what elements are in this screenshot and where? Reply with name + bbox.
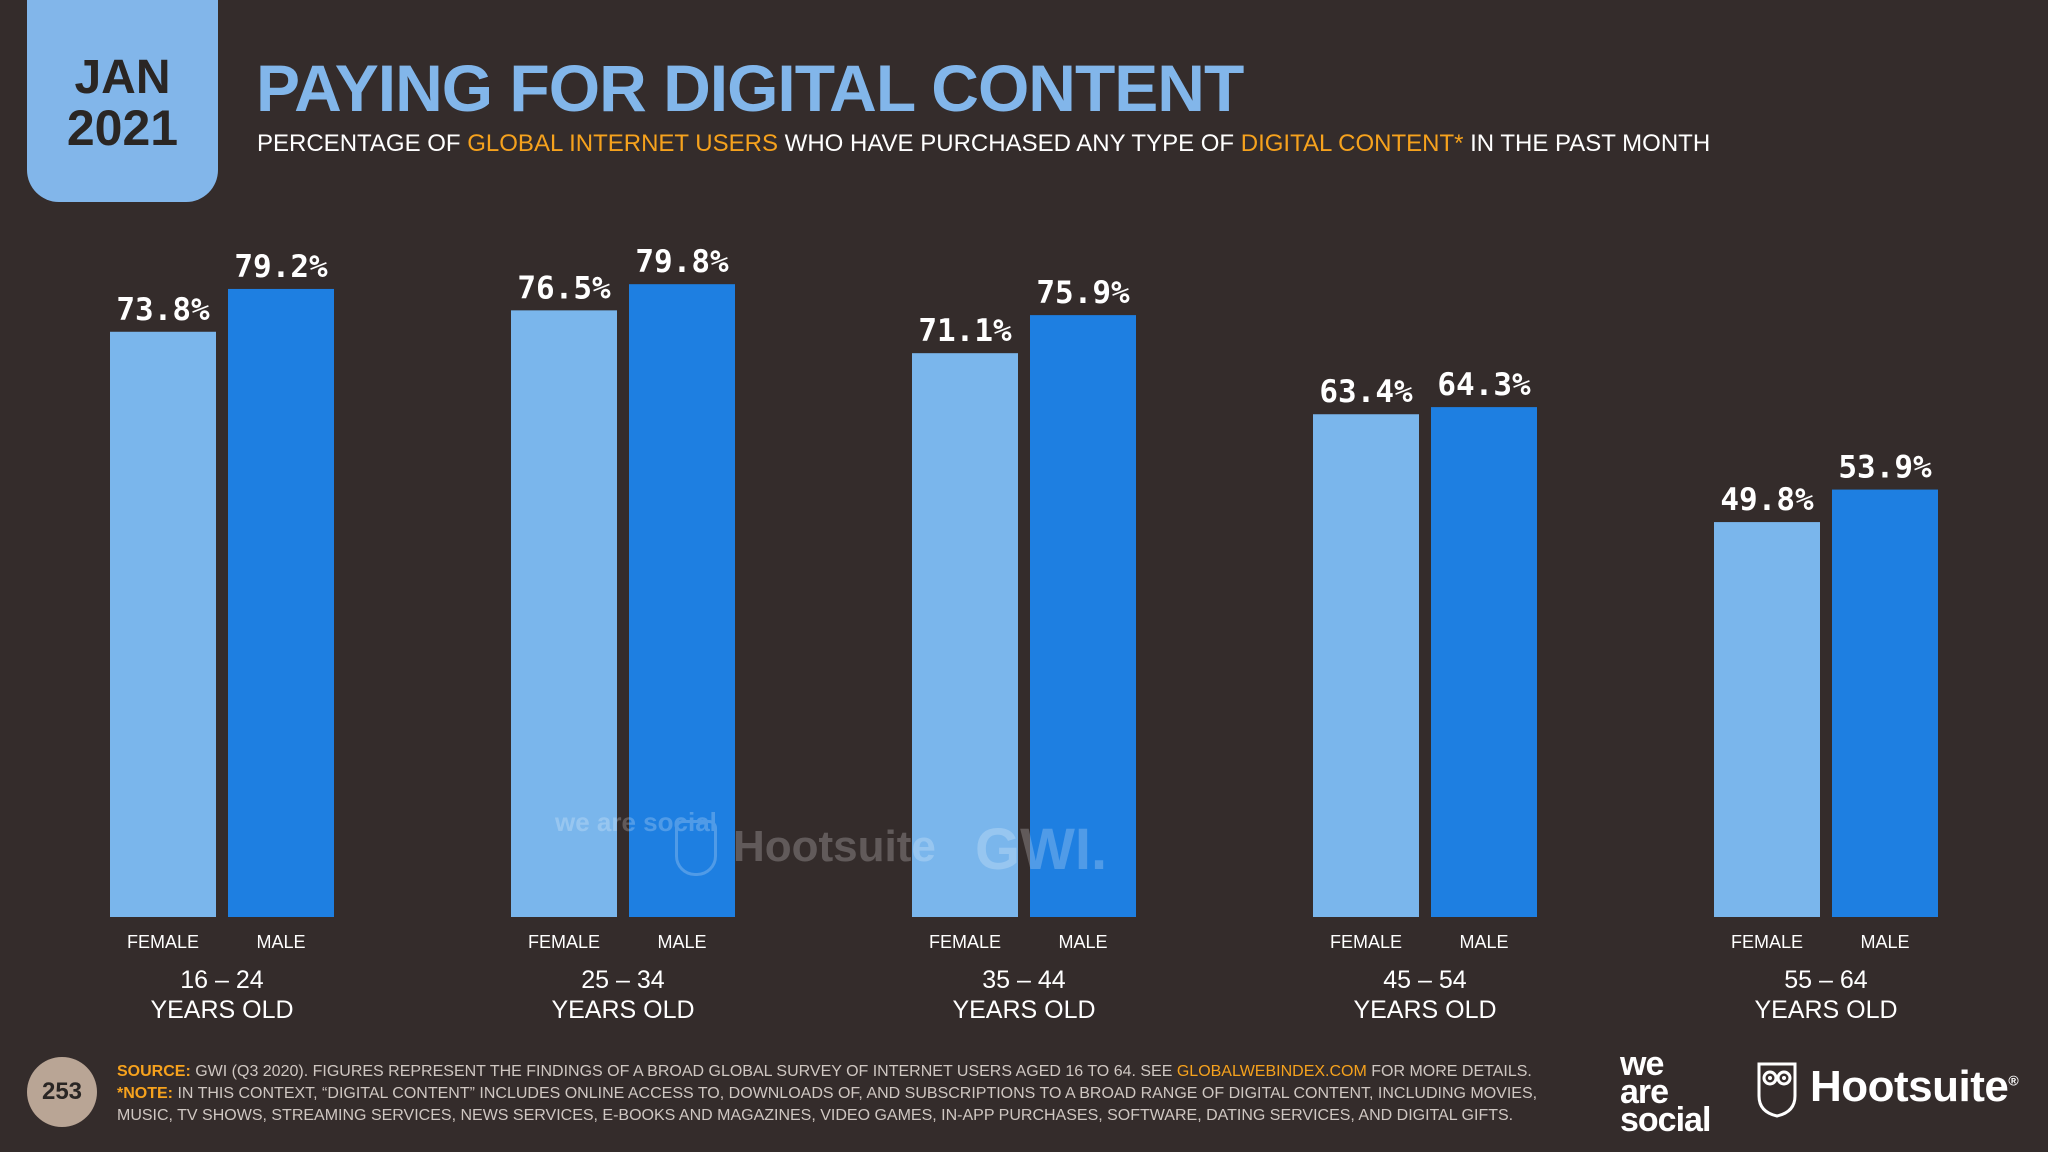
- category-label: 16 – 24: [180, 966, 264, 994]
- category-label: YEARS OLD: [150, 996, 293, 1024]
- data-label-female: 63.4%: [1319, 374, 1413, 410]
- hootsuite-wordmark: Hootsuite: [1810, 1062, 2009, 1111]
- data-label-female: 73.8%: [116, 292, 210, 328]
- series-label-male: MALE: [256, 932, 305, 952]
- source-label: SOURCE:: [117, 1063, 191, 1080]
- bar-female: [511, 310, 617, 918]
- data-label-male: 64.3%: [1437, 367, 1531, 403]
- source-link[interactable]: GLOBALWEBINDEX.COM: [1176, 1063, 1367, 1080]
- category-label: YEARS OLD: [1353, 996, 1496, 1024]
- category-label: 55 – 64: [1784, 966, 1868, 994]
- hootsuite-owl-icon: [1757, 1062, 1797, 1118]
- registered-mark: ®: [2008, 1072, 2019, 1089]
- source-end: FOR MORE DETAILS.: [1366, 1063, 1532, 1080]
- subtitle-part: IN THE PAST MONTH: [1463, 130, 1711, 157]
- data-label-male: 75.9%: [1036, 275, 1130, 311]
- note-text: IN THIS CONTEXT, “DIGITAL CONTENT” INCLU…: [117, 1085, 1538, 1124]
- watermark-gwi: GWI.: [975, 817, 1108, 882]
- chart-subtitle: PERCENTAGE OF GLOBAL INTERNET USERS WHO …: [257, 130, 1710, 158]
- source-line: SOURCE: GWI (Q3 2020). FIGURES REPRESENT…: [117, 1061, 1577, 1083]
- watermark: we are social Hootsuite GWI.: [555, 809, 1125, 890]
- data-label-male: 79.2%: [234, 249, 328, 285]
- note-label: *NOTE:: [117, 1085, 173, 1102]
- data-label-female: 71.1%: [918, 313, 1012, 349]
- we-are-social-logo: we are social: [1620, 1045, 1711, 1139]
- date-badge: JAN 2021: [27, 0, 218, 202]
- category-label: YEARS OLD: [1754, 996, 1897, 1024]
- bar-male: [1030, 315, 1136, 917]
- note-line: *NOTE: IN THIS CONTEXT, “DIGITAL CONTENT…: [117, 1083, 1577, 1127]
- category-label: 45 – 54: [1383, 966, 1467, 994]
- subtitle-highlight: GLOBAL INTERNET USERS: [467, 130, 778, 157]
- footnote: SOURCE: GWI (Q3 2020). FIGURES REPRESENT…: [117, 1061, 1577, 1127]
- data-label-male: 79.8%: [635, 244, 729, 280]
- bar-male: [1431, 407, 1537, 917]
- series-label-male: MALE: [1860, 932, 1909, 952]
- series-label-female: FEMALE: [1330, 932, 1402, 952]
- date-month: JAN: [74, 51, 171, 105]
- series-label-male: MALE: [1058, 932, 1107, 952]
- watermark-owl-icon: [675, 820, 717, 876]
- bar-female: [110, 331, 216, 917]
- bar-male: [1832, 489, 1938, 917]
- bar-male: [629, 284, 735, 917]
- data-label-male: 53.9%: [1838, 450, 1932, 486]
- watermark-hootsuite: Hootsuite: [733, 822, 936, 871]
- category-label: YEARS OLD: [952, 996, 1095, 1024]
- series-label-male: MALE: [657, 932, 706, 952]
- series-label-female: FEMALE: [127, 932, 199, 952]
- bar-male: [228, 288, 334, 918]
- logo-are: are: [1620, 1073, 1669, 1111]
- data-label-female: 76.5%: [517, 270, 611, 306]
- logo-we: we: [1620, 1045, 1664, 1083]
- data-label-female: 49.8%: [1720, 482, 1814, 518]
- series-label-female: FEMALE: [1731, 932, 1803, 952]
- bar-female: [1313, 414, 1419, 917]
- series-label-female: FEMALE: [528, 932, 600, 952]
- subtitle-part: WHO HAVE PURCHASED ANY TYPE OF: [778, 130, 1241, 157]
- series-label-male: MALE: [1459, 932, 1508, 952]
- category-label: 25 – 34: [581, 966, 665, 994]
- category-label: 35 – 44: [982, 966, 1066, 994]
- subtitle-part: PERCENTAGE OF: [257, 130, 468, 157]
- source-text: GWI (Q3 2020). FIGURES REPRESENT THE FIN…: [190, 1063, 1177, 1080]
- hootsuite-logo: Hootsuite®: [1810, 1062, 2019, 1112]
- page-title: PAYING FOR DIGITAL CONTENT: [256, 51, 1244, 125]
- subtitle-highlight: DIGITAL CONTENT*: [1240, 130, 1464, 157]
- series-label-female: FEMALE: [929, 932, 1001, 952]
- bar-female: [912, 353, 1018, 917]
- page-number: 253: [27, 1057, 97, 1127]
- date-year: 2021: [66, 99, 179, 156]
- category-label: YEARS OLD: [551, 996, 694, 1024]
- bar-female: [1714, 522, 1820, 917]
- logo-social: social: [1620, 1101, 1711, 1139]
